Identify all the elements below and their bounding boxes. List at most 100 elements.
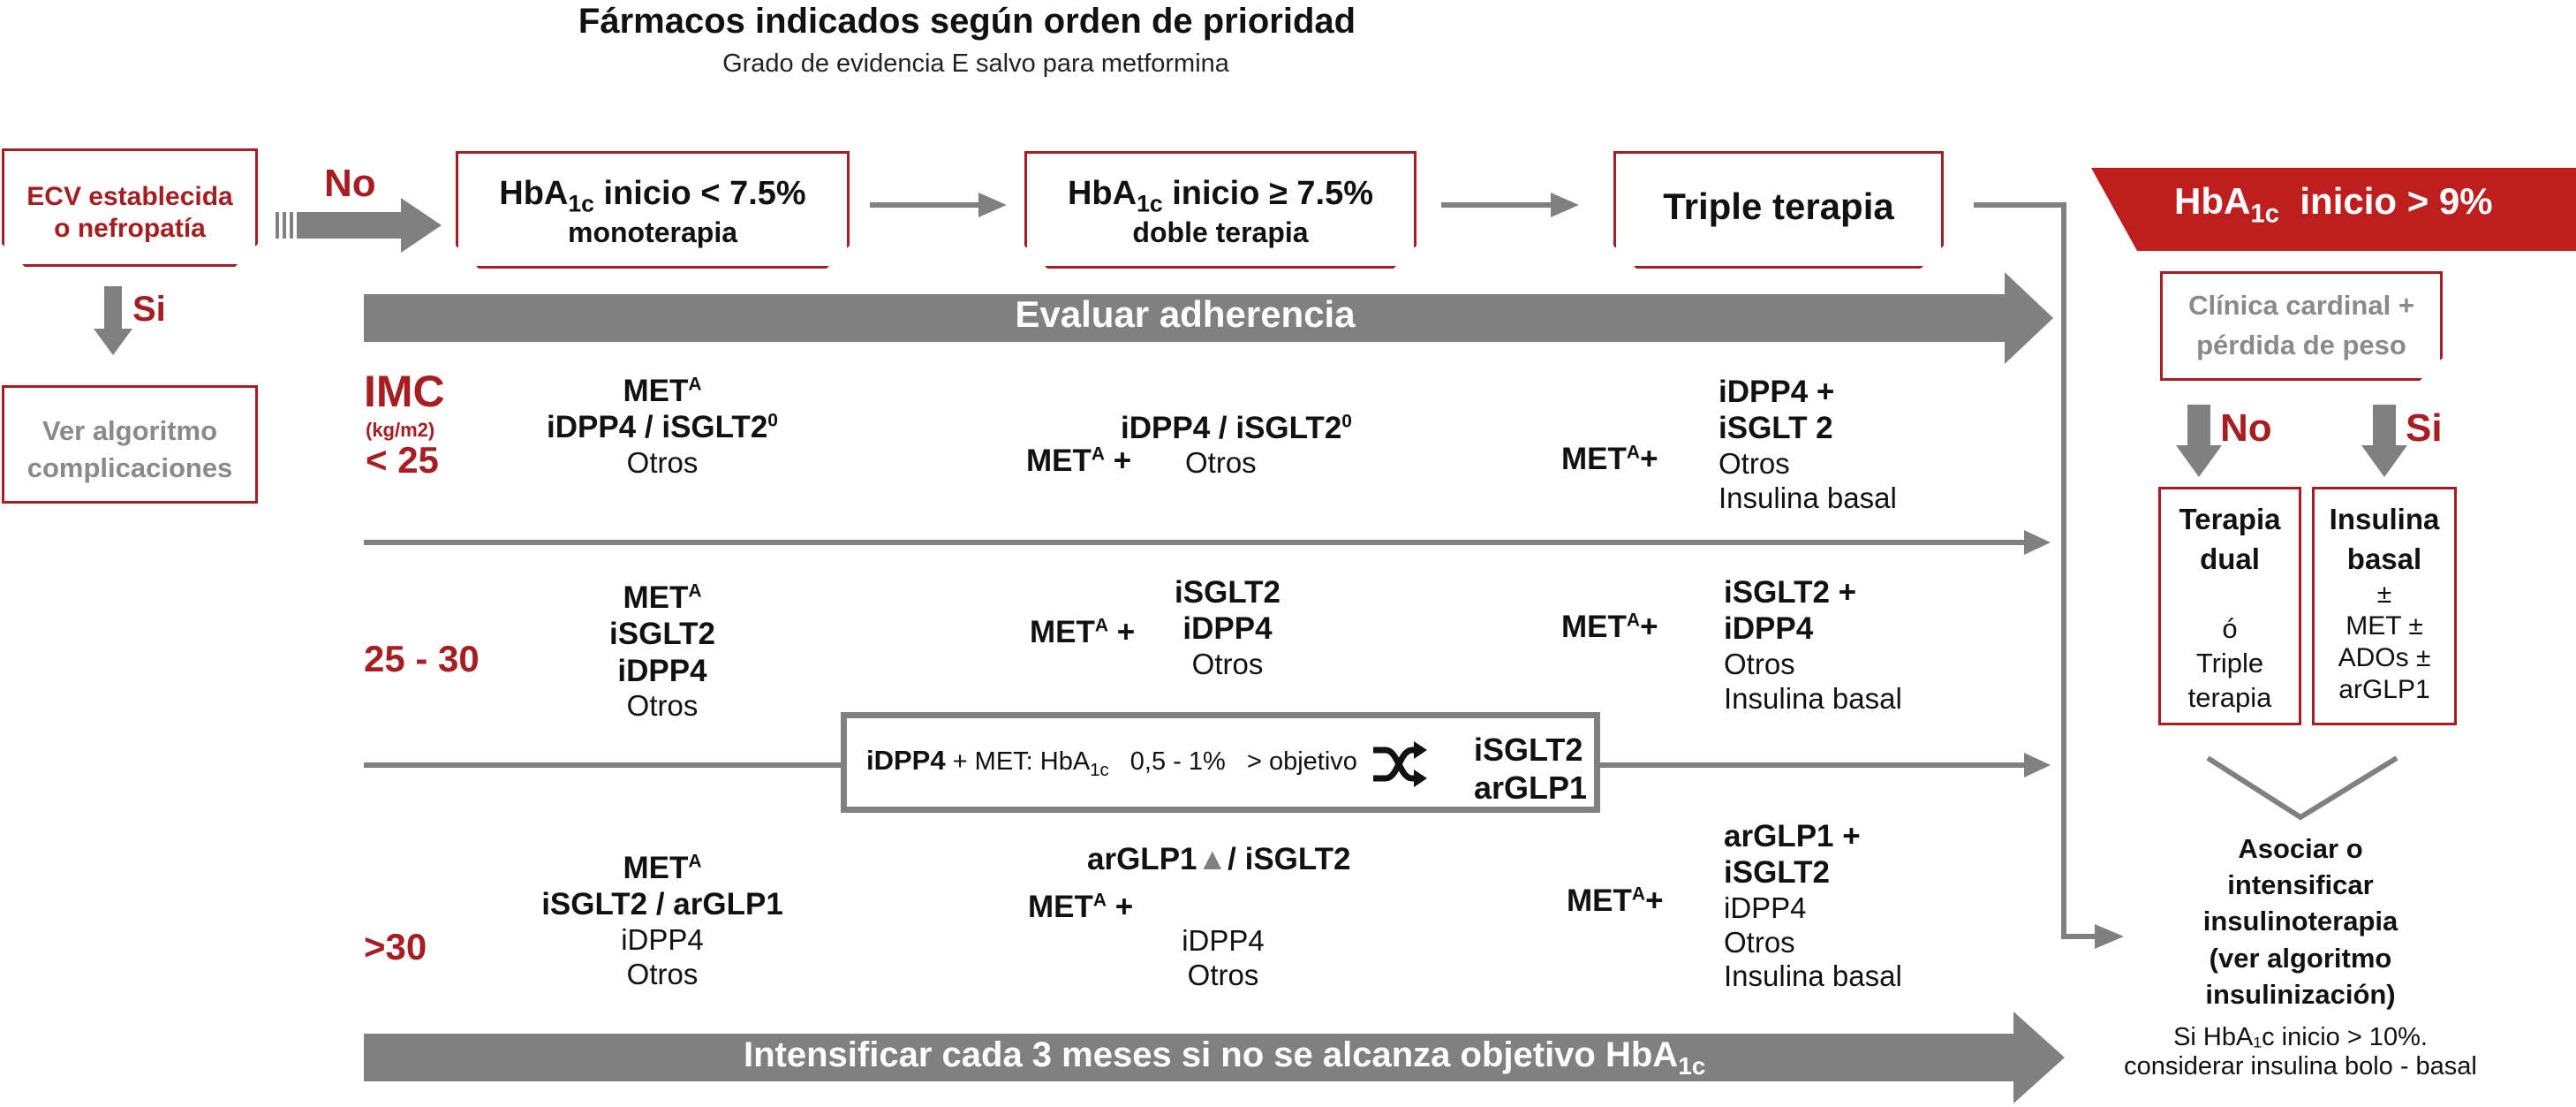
met-label: MET (623, 374, 689, 408)
clinica-box: Clínica cardinal + pérdida de peso (2160, 271, 2443, 381)
right-no-label: No (2220, 406, 2272, 450)
row1-triple-met: META+ (1561, 442, 1658, 477)
row2-triple-l2: iDPP4 (1724, 611, 1814, 647)
dual-l2: dual (2200, 542, 2260, 575)
row3-triple-l4: Otros (1724, 925, 1795, 959)
met-sup: A (1626, 610, 1641, 631)
row2-triple-l4: Insulina basal (1724, 681, 1902, 715)
met-label: MET (1561, 610, 1627, 644)
right-no-arrow (2176, 405, 2222, 477)
imc-lt25: < 25 (366, 439, 439, 481)
asociar-l1: Asociar o (2238, 833, 2363, 864)
met-sup: A (688, 580, 702, 602)
imc-unit: (kg/m2) (366, 419, 435, 441)
met-sup: A (1626, 442, 1641, 463)
met-label: MET (1026, 444, 1092, 478)
b2-line2: doble terapia (1132, 216, 1309, 248)
thin-arrow-2 (1441, 193, 1579, 217)
b1-hba: HbA (499, 175, 569, 212)
row3-doble: iDPP4 Otros (1135, 924, 1311, 993)
row3-mono-l1: iSGLT2 / arGLP1 (541, 887, 783, 922)
met-label: MET (623, 851, 689, 885)
met-sup: A (1091, 444, 1106, 465)
dual-l4: Triple (2195, 647, 2264, 679)
met-label: MET (1567, 883, 1632, 918)
row3-mono-l2: iDPP4 (621, 922, 704, 956)
ins-l3: ± (2376, 580, 2392, 610)
ver-algoritmo-line2: complicaciones (26, 451, 233, 483)
row1-mono-l1: iDPP4 / iSGLT2 (547, 410, 768, 445)
row3-triple-l3: iDPP4 (1724, 891, 1807, 924)
row1-triple-l1: iDPP4 + (1719, 375, 1835, 409)
row3-doble-l1: arGLP1▲/ iSGLT2 (1087, 842, 1351, 877)
met-plus: + (1645, 883, 1664, 918)
hba-banner-text: HbA1c inicio > 9% (2174, 180, 2493, 227)
switch-text: + MET: HbA (945, 747, 1091, 776)
met-sup: A (1094, 615, 1109, 636)
row3-mono-l3: Otros (626, 957, 699, 990)
met-plus: + (1114, 890, 1134, 924)
row3-doble-l2: iDPP4 (1182, 924, 1265, 957)
doble-terapia-box: HbA1c inicio ≥ 7.5% doble terapia (1024, 151, 1416, 269)
row1-mono-l2: Otros (626, 445, 699, 479)
monoterapia-box: HbA1c inicio < 7.5% monoterapia (456, 151, 850, 269)
row1-triple-l3: Otros (1719, 446, 1790, 480)
asociar-l2: intensificar (2227, 869, 2374, 901)
right-si-label: Si (2406, 406, 2443, 450)
si-arrow (94, 286, 132, 355)
banner-hba: HbA (2174, 180, 2251, 222)
row3-triple-l2: iSGLT2 (1724, 855, 1830, 891)
met-plus: + (1640, 610, 1658, 644)
switch-text2: 0,5 - 1% > objetivo (1108, 747, 1357, 776)
terapia-dual-box: Terapia dual ó Triple terapia (2158, 487, 2301, 725)
evaluar-label: Evaluar adherencia (1015, 293, 1356, 335)
no-label: No (324, 162, 376, 205)
imc-title: IMC (364, 367, 445, 416)
intensificar-sub: 1c (1678, 1052, 1706, 1080)
ins-l4: MET ± (2346, 611, 2423, 641)
row3-triple-l1: arGLP1 + (1724, 819, 1861, 853)
row1-doble-met: META + (1026, 444, 1131, 479)
row-line-1 (364, 530, 2051, 555)
page-title: Fármacos indicados según orden de priori… (578, 2, 1356, 41)
ecv-line1: ECV establecida (26, 182, 233, 211)
si-hba-l1: Si HbA₁c inicio > 10%. (2173, 1023, 2428, 1051)
merge-chevron (2206, 755, 2398, 821)
met-sup: A (1631, 883, 1646, 905)
ver-algoritmo-line1: Ver algoritmo (42, 415, 218, 446)
row2-triple-l3: Otros (1724, 647, 1795, 680)
row1-doble-sup: 0 (1341, 411, 1352, 432)
ecv-line2: o nefropatía (54, 214, 206, 243)
banner-sub: 1c (2250, 199, 2280, 229)
met-label: MET (623, 580, 689, 615)
b1-rest: inicio < 7.5% (593, 175, 806, 212)
row1-triple-l2: iSGLT 2 (1719, 411, 1833, 446)
asociar-l3: insulinoterapia (2202, 906, 2398, 937)
row3-mono: META iSGLT2 / arGLP1 iDPP4 Otros (495, 850, 830, 991)
right-si-arrow (2361, 405, 2407, 477)
row2-doble: iSGLT2 iDPP4 Otros (1139, 574, 1316, 682)
banner-rest: inicio > 9% (2279, 180, 2493, 222)
met-sup: A (688, 851, 702, 872)
si-hba-l2: considerar insulina bolo - basal (2124, 1052, 2477, 1081)
clinica-l1: Clínica cardinal + (2188, 290, 2414, 321)
row2-mono: META iSGLT2 iDPP4 Otros (530, 580, 795, 724)
no-arrow (276, 198, 442, 253)
si-hba-note: Si HbA₁c inicio > 10%. considerar insuli… (2080, 1023, 2521, 1082)
clinica-l2: pérdida de peso (2196, 329, 2406, 360)
switch-r1: iSGLT2 (1474, 732, 1583, 768)
row2-doble-l3: Otros (1191, 647, 1264, 680)
row1-triple-l4: Insulina basal (1719, 481, 1897, 514)
triple-terapia-box: Triple terapia (1613, 151, 1944, 269)
dual-l5: terapia (2187, 681, 2272, 713)
si-label: Si (132, 290, 166, 329)
triangle-icon: ▲ (1197, 842, 1228, 876)
intensificar-label: Intensificar cada 3 meses si no se alcan… (744, 1035, 1705, 1079)
met-plus: + (1640, 442, 1658, 476)
connector-arrow (1974, 202, 2124, 949)
shuffle-icon (1373, 741, 1427, 787)
switch-r2: arGLP1 (1474, 770, 1588, 807)
row3-triple-l5: Insulina basal (1724, 959, 1902, 993)
intensificar-text: Intensificar cada 3 meses si no se alcan… (744, 1035, 1679, 1074)
